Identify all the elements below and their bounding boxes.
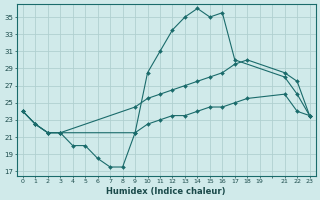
X-axis label: Humidex (Indice chaleur): Humidex (Indice chaleur) <box>107 187 226 196</box>
